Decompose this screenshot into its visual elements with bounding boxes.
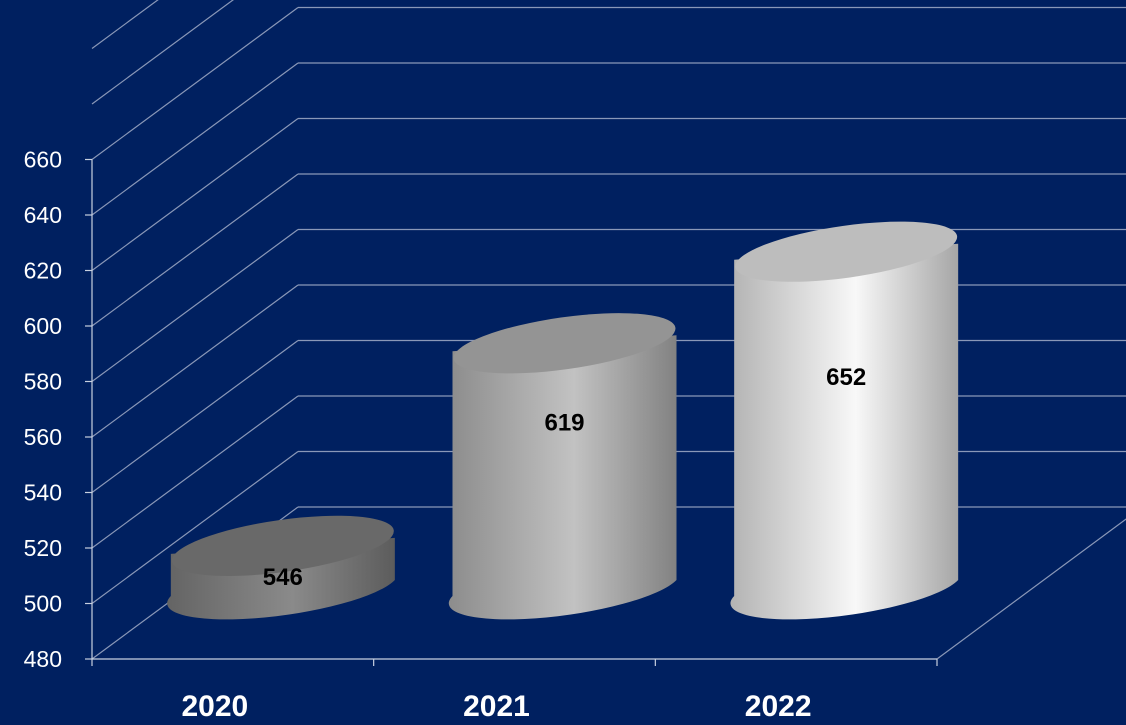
x-axis-tick-labels: 2020 2021 2022 xyxy=(181,690,811,723)
side-gridline xyxy=(91,451,299,604)
y-tick-label: 620 xyxy=(24,258,62,284)
data-label: 652 xyxy=(826,364,866,391)
chart-axes xyxy=(85,158,938,666)
x-tick-label: 2021 xyxy=(463,690,530,723)
bar-2020 xyxy=(167,515,395,620)
bar-top xyxy=(735,221,958,282)
y-tick-label: 500 xyxy=(24,591,62,617)
y-axis-tick-labels: 480 500 520 540 560 580 600 620 640 660 xyxy=(24,147,62,673)
side-gridline xyxy=(91,173,299,327)
data-label: 546 xyxy=(263,564,303,591)
y-tick-label: 600 xyxy=(24,313,62,339)
bar-body xyxy=(448,335,677,620)
bar-body xyxy=(730,243,959,620)
y-tick-label: 580 xyxy=(24,369,62,395)
data-label: 619 xyxy=(544,410,584,437)
bar-top xyxy=(171,515,394,576)
y-tick-label: 640 xyxy=(24,202,62,228)
side-gridline xyxy=(91,395,299,549)
y-tick-label: 480 xyxy=(24,646,62,672)
side-gridline xyxy=(91,118,299,271)
chart-gridlines xyxy=(91,0,1126,660)
bar-2022 xyxy=(730,221,959,620)
y-tick-label: 560 xyxy=(24,424,62,450)
x-tick-label: 2020 xyxy=(181,690,248,723)
y-tick-label: 540 xyxy=(24,480,62,506)
side-gridline xyxy=(91,62,299,216)
y-tick-label: 520 xyxy=(24,535,62,561)
side-gridline xyxy=(91,284,299,438)
floor-edge xyxy=(936,518,1126,660)
y-tick-label: 660 xyxy=(24,147,62,173)
chart-bars: 546 619 652 xyxy=(167,221,959,620)
side-gridline xyxy=(91,7,299,160)
side-gridline xyxy=(91,229,299,382)
bar-top xyxy=(453,313,676,374)
side-gridline xyxy=(91,340,299,493)
side-gridline xyxy=(91,0,234,105)
side-gridline xyxy=(91,0,159,49)
x-tick-label: 2022 xyxy=(745,690,812,723)
bar-2021 xyxy=(448,313,677,620)
